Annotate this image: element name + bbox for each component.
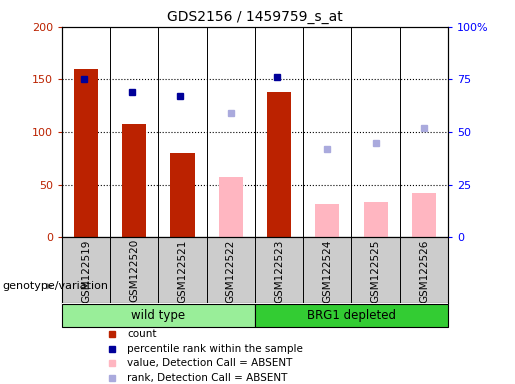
Bar (412, 193, 436, 237)
Text: GSM122521: GSM122521 (178, 239, 187, 303)
Text: genotype/variation: genotype/variation (3, 281, 109, 291)
Text: wild type: wild type (131, 309, 185, 322)
Text: GSM122526: GSM122526 (419, 239, 429, 303)
Bar (267, 92, 291, 237)
Bar (255, 303, 448, 327)
Bar (315, 204, 339, 237)
Text: rank, Detection Call = ABSENT: rank, Detection Call = ABSENT (128, 373, 288, 383)
Text: GSM122523: GSM122523 (274, 239, 284, 303)
Text: BRG1 depleted: BRG1 depleted (307, 309, 396, 322)
Bar (74, 69, 98, 237)
Text: GSM122522: GSM122522 (226, 239, 236, 303)
Bar (219, 177, 243, 237)
Text: value, Detection Call = ABSENT: value, Detection Call = ABSENT (128, 358, 293, 368)
Text: GSM122525: GSM122525 (371, 239, 381, 303)
Text: GSM122524: GSM122524 (322, 239, 332, 303)
Text: GSM122519: GSM122519 (81, 239, 91, 303)
Bar (122, 124, 146, 237)
Text: count: count (128, 329, 157, 339)
Text: GSM122520: GSM122520 (129, 239, 139, 303)
Bar (364, 202, 388, 237)
Bar (62, 303, 255, 327)
Title: GDS2156 / 1459759_s_at: GDS2156 / 1459759_s_at (167, 10, 343, 25)
Bar (170, 153, 195, 237)
Text: percentile rank within the sample: percentile rank within the sample (128, 344, 303, 354)
